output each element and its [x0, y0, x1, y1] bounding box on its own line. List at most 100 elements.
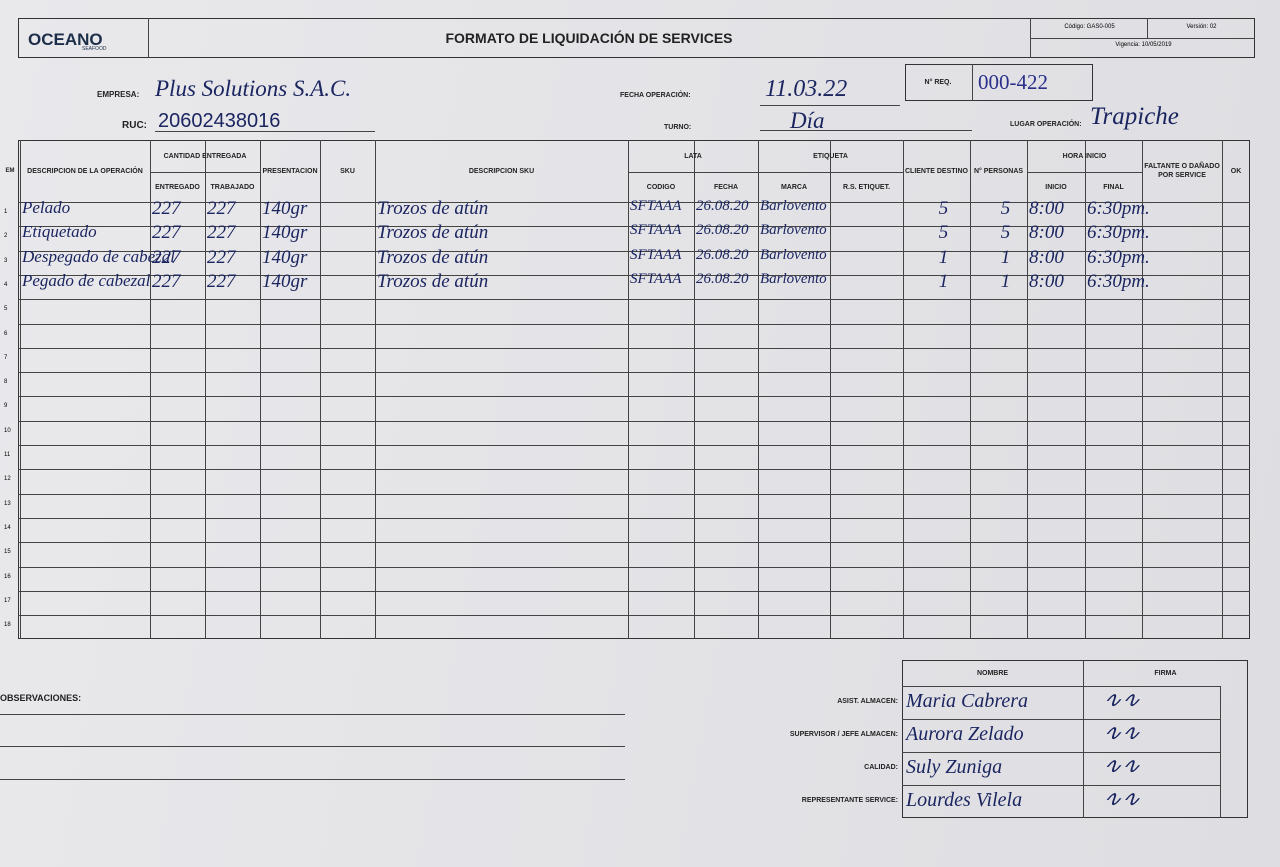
row-number: 1: [4, 209, 8, 215]
column-line: [1027, 140, 1028, 640]
cell-value: 227: [207, 222, 236, 244]
signer-name: Maria Cabrera: [906, 690, 1029, 712]
cell-value: Pelado: [22, 198, 71, 217]
column-line: [1142, 140, 1143, 640]
row-number: 11: [4, 452, 11, 458]
field-value: 20602438016: [158, 110, 281, 132]
cell-value: 26.08.20: [696, 222, 749, 239]
logo: OCEANO: [28, 30, 103, 49]
row-number: 16: [4, 573, 11, 580]
sign-border: [902, 660, 1248, 818]
header-cell: CANTIDAD ENTREGADA: [163, 152, 247, 160]
header-line: [150, 172, 260, 173]
signer-role: SUPERVISOR / JEFE ALMACEN:: [789, 731, 898, 738]
row-line: [18, 250, 1250, 252]
cell-value: 5: [1000, 198, 1011, 219]
field-label: FECHA OPERACIÓN:: [620, 92, 691, 99]
req-box: [905, 64, 1093, 101]
cell-value: Etiquetado: [22, 222, 97, 242]
header-line: [1027, 172, 1142, 173]
cell-value: 6:30pm.: [1087, 246, 1150, 268]
cell-value: 1: [938, 246, 949, 268]
column-line: [830, 140, 831, 640]
cell-value: Trozos de atún: [377, 222, 489, 244]
cell-value: 8:00: [1029, 246, 1064, 268]
column-line: [758, 140, 759, 640]
row-number: 15: [4, 549, 11, 556]
logo-sub: SEAFOOD: [82, 46, 107, 52]
header-cell: ETIQUETA: [813, 152, 848, 160]
row-line: [18, 542, 1250, 544]
header-cell: LATA: [684, 152, 702, 160]
row-line: [18, 517, 1250, 519]
cell-value: 227: [152, 270, 181, 292]
header-cell: DESCRIPCION DE LA OPERACIÓN: [27, 167, 143, 175]
header-cell: NOMBRE: [976, 669, 1009, 677]
field-label: EMPRESA:: [97, 90, 140, 99]
cell-value: 227: [152, 198, 181, 219]
row-line: [902, 719, 1220, 720]
row-number: 5: [4, 306, 8, 313]
cell-value: 227: [207, 246, 236, 268]
cell-value: Barlovento: [760, 246, 827, 263]
doc-code: Código: GAS0-005: [1064, 24, 1115, 30]
cell-value: Trozos de atún: [377, 246, 489, 268]
col-line: [1220, 686, 1221, 818]
cell-value: 26.08.20: [696, 198, 749, 214]
cell-value: Trozos de atún: [377, 198, 489, 219]
cell-value: 26.08.20: [696, 270, 749, 287]
header-cell: TRABAJADO: [210, 183, 255, 191]
header-cell: DESCRIPCION SKU: [468, 167, 535, 175]
row-number: 14: [4, 524, 11, 531]
header-cell: CLIENTE DESTINO: [904, 167, 968, 175]
header-cell: ENTREGADO: [155, 183, 200, 191]
row-line: [18, 493, 1250, 495]
header-line: [628, 172, 758, 173]
column-line: [205, 140, 206, 640]
cell-value: 140gr: [262, 246, 308, 268]
field-value: 11.03.22: [765, 76, 848, 102]
row-number: 4: [4, 281, 8, 288]
row-number: 8: [4, 379, 8, 386]
header-cell: SKU: [340, 167, 355, 175]
cell-value: 5: [1000, 222, 1011, 244]
row-line: [18, 226, 1250, 228]
header-cell: FALTANTE O DAÑADO POR SERVICE: [1144, 163, 1220, 179]
row-line: [18, 347, 1250, 349]
column-line: [260, 140, 261, 640]
field-value: Plus Solutions S.A.C.: [155, 76, 352, 101]
row-line: [18, 445, 1250, 446]
cell-value: 26.08.20: [696, 246, 749, 263]
row-number: 2: [4, 233, 8, 240]
cell-value: Barlovento: [760, 270, 827, 287]
row-line: [902, 752, 1220, 753]
header-cell: HORA INICIO: [1062, 152, 1107, 160]
column-line: [903, 140, 904, 640]
header-cell: CODIGO: [646, 183, 676, 191]
row-line: [18, 469, 1250, 471]
cell-value: 140gr: [262, 270, 308, 292]
row-line: [18, 420, 1250, 422]
row-number: 13: [4, 500, 11, 507]
header-cell: EM: [5, 167, 15, 174]
cell-value: SFTAAA: [630, 270, 682, 287]
column-line: [628, 140, 629, 640]
cell-value: 8:00: [1029, 222, 1064, 244]
header-cell: INICIO: [1045, 183, 1067, 191]
cell-value: Trozos de atún: [377, 270, 489, 292]
field-value: Trapiche: [1090, 103, 1179, 130]
header-cell: FINAL: [1103, 183, 1124, 191]
row-line: [18, 274, 1250, 276]
cell-value: SFTAAA: [630, 222, 682, 239]
cell-value: SFTAAA: [630, 198, 682, 214]
field-label: RUC:: [122, 120, 147, 131]
row-number: 7: [4, 354, 8, 361]
row-number: 9: [4, 403, 8, 410]
column-line: [970, 140, 971, 640]
signer-role: CALIDAD:: [864, 764, 898, 771]
header-cell: MARCA: [780, 183, 808, 191]
cell-value: Despegado de cabezal: [22, 246, 175, 266]
field-label: LUGAR OPERACIÓN:: [1010, 121, 1082, 128]
signer-role: REPRESENTANTE SERVICE:: [801, 797, 898, 804]
